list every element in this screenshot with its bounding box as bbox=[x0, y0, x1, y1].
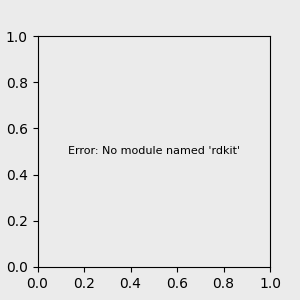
Text: Error: No module named 'rdkit': Error: No module named 'rdkit' bbox=[68, 146, 240, 157]
